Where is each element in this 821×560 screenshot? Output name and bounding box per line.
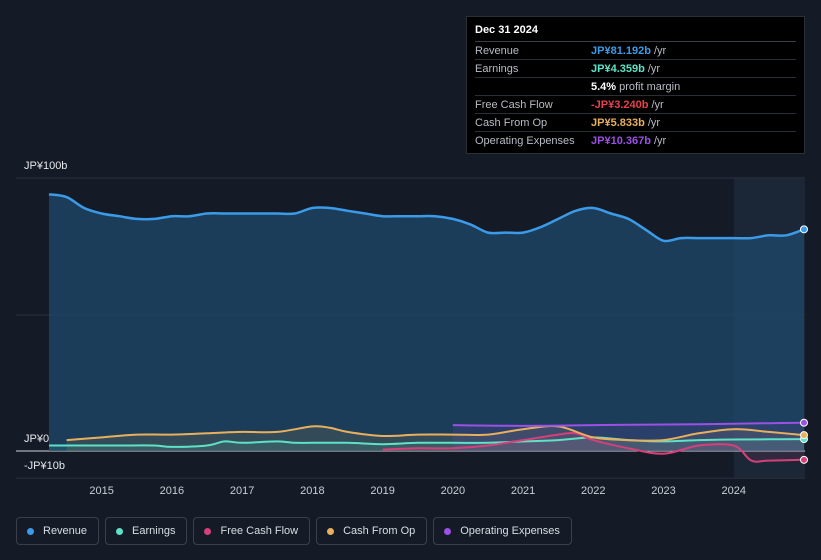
tooltip-date: Dec 31 2024 bbox=[475, 24, 538, 36]
tooltip-row: Cash From Op JP¥5.833b/yr bbox=[475, 113, 796, 131]
x-tick-label: 2019 bbox=[370, 485, 395, 497]
tooltip-value: JP¥81.192b bbox=[591, 44, 651, 57]
legend-item-cash-from-op[interactable]: Cash From Op bbox=[316, 517, 428, 545]
series-line-operating-expenses bbox=[452, 421, 805, 427]
y-label-bottom: -JP¥10b bbox=[24, 460, 65, 472]
tooltip-row: 5.4% profit margin bbox=[475, 77, 796, 95]
legend-dot-icon bbox=[444, 527, 452, 535]
tooltip-unit: profit margin bbox=[619, 80, 681, 93]
tooltip-value: JP¥10.367b bbox=[591, 134, 651, 147]
legend-item-free-cash-flow[interactable]: Free Cash Flow bbox=[193, 517, 311, 545]
legend-label: Revenue bbox=[43, 525, 88, 537]
x-tick-label: 2015 bbox=[89, 485, 114, 497]
chart-legend: Revenue Earnings Free Cash Flow Cash From O… bbox=[16, 517, 572, 545]
series-line-revenue bbox=[48, 193, 805, 243]
x-tick-label: 2021 bbox=[510, 485, 536, 497]
series-line-free-cash-flow bbox=[382, 431, 805, 463]
series-area-free-cash-flow bbox=[382, 432, 804, 462]
series-end-point-free-cash-flow bbox=[800, 455, 808, 464]
tooltip-unit: /yr bbox=[651, 98, 664, 111]
x-tick-label: 2017 bbox=[229, 485, 255, 497]
legend-dot-icon bbox=[27, 527, 34, 535]
tooltip-value: JP¥4.359b bbox=[591, 62, 645, 75]
x-tick-label: 2016 bbox=[159, 485, 185, 497]
data-tooltip: Dec 31 2024 Revenue JP¥81.192b/yr Earnings… bbox=[466, 16, 805, 154]
y-label-top: JP¥100b bbox=[24, 160, 68, 172]
series-end-point-revenue bbox=[800, 225, 808, 234]
tooltip-label: Operating Expenses bbox=[475, 134, 575, 147]
x-tick-label: 2020 bbox=[440, 485, 466, 497]
tooltip-unit: /yr bbox=[647, 62, 661, 75]
tooltip-label: Cash From Op bbox=[475, 116, 548, 129]
x-tick-label: 2022 bbox=[581, 485, 606, 497]
legend-label: Earnings bbox=[132, 525, 176, 537]
tooltip-value: -JP¥3.240b bbox=[591, 98, 649, 111]
x-tick-label: 2018 bbox=[300, 485, 325, 497]
tooltip-value: 5.4% bbox=[591, 80, 617, 93]
legend-label: Cash From Op bbox=[343, 525, 416, 537]
series-area-operating-expenses bbox=[452, 422, 804, 451]
tooltip-unit: /yr bbox=[647, 116, 661, 129]
legend-label: Operating Expenses bbox=[460, 525, 560, 537]
tooltip-label: Revenue bbox=[475, 44, 520, 57]
tooltip-unit: /yr bbox=[653, 134, 667, 147]
legend-item-earnings[interactable]: Earnings bbox=[105, 517, 188, 545]
series-area-revenue bbox=[49, 194, 804, 451]
legend-dot-icon bbox=[204, 527, 212, 535]
tooltip-label: Earnings bbox=[475, 62, 519, 75]
tooltip-unit: /yr bbox=[653, 44, 667, 57]
series-area-earnings bbox=[49, 437, 804, 451]
x-tick-label: 2023 bbox=[651, 485, 676, 497]
series-line-earnings bbox=[48, 436, 805, 448]
series-line-cash-from-op bbox=[66, 425, 805, 442]
legend-dot-icon bbox=[327, 527, 335, 535]
tooltip-label: Free Cash Flow bbox=[475, 98, 553, 111]
series-end-point-operating-expenses bbox=[800, 418, 808, 427]
tooltip-row: Free Cash Flow -JP¥3.240b/yr bbox=[475, 95, 796, 113]
series-end-point-cash-from-op bbox=[800, 431, 808, 440]
tooltip-value: JP¥5.833b bbox=[591, 116, 645, 129]
legend-label: Free Cash Flow bbox=[220, 525, 299, 537]
tooltip-row: Earnings JP¥4.359b/yr bbox=[475, 59, 796, 77]
tooltip-row: Revenue JP¥81.192b/yr bbox=[475, 41, 796, 59]
tooltip-row: Operating Expenses JP¥10.367b/yr bbox=[475, 131, 796, 149]
legend-dot-icon bbox=[116, 527, 124, 535]
legend-item-revenue[interactable]: Revenue bbox=[16, 517, 100, 545]
x-tick-label: 2024 bbox=[721, 485, 747, 497]
y-label-zero: JP¥0 bbox=[24, 433, 50, 445]
legend-item-operating-expenses[interactable]: Operating Expenses bbox=[433, 517, 572, 545]
